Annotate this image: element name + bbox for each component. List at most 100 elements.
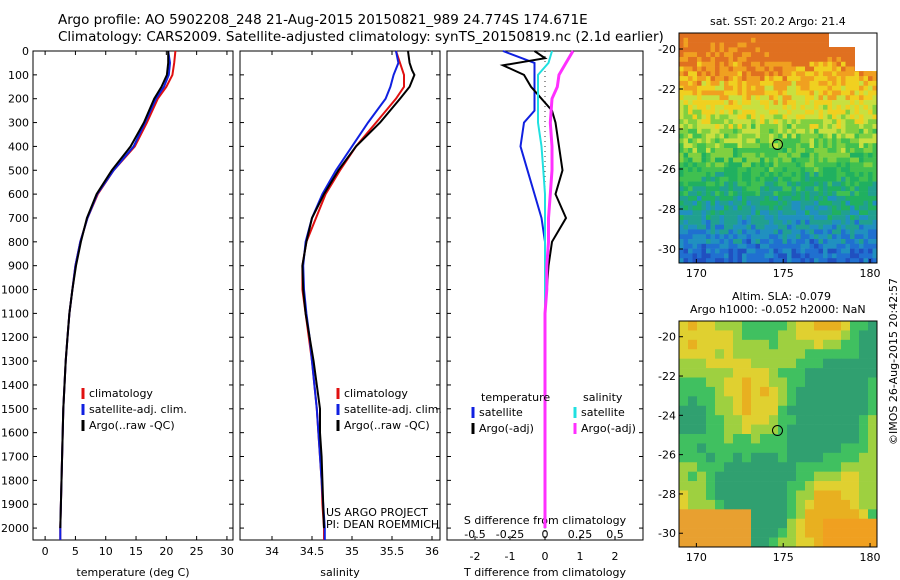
x-tick-label: 0 (42, 545, 49, 558)
sla-map-title2: Argo h1000: -0.052 h2000: NaN (690, 303, 866, 316)
legend-label: Argo(..raw -QC) (89, 419, 175, 432)
map-y-tick-label: -24 (658, 123, 676, 136)
top-x-tick-label: -0.25 (496, 528, 524, 541)
y-tick-label: 0 (22, 45, 29, 58)
map-x-tick-label: 170 (686, 267, 707, 280)
x-tick-label: 35.5 (380, 545, 405, 558)
y-tick-label: 700 (8, 212, 29, 225)
x-tick-label: 5 (72, 545, 79, 558)
map-frame (678, 32, 878, 264)
y-tick-label: 800 (8, 236, 29, 249)
y-tick-label: 300 (8, 117, 29, 130)
y-tick-label: 1100 (1, 307, 29, 320)
x-tick-label: 36 (425, 545, 439, 558)
y-tick-label: 1700 (1, 451, 29, 464)
legend-label: satellite-adj. clim. (89, 403, 187, 416)
series-line-satelliteadjclim (59, 50, 172, 540)
map-y-tick-label: -26 (658, 449, 676, 462)
plot-frame-1 (239, 50, 441, 541)
map-y-tick-label: -26 (658, 163, 676, 176)
legend-label: Argo(-adj) (581, 422, 636, 435)
map-y-tick-label: -28 (658, 203, 676, 216)
y-tick-label: 1200 (1, 331, 29, 344)
x-tick-label: 15 (129, 545, 143, 558)
series-line-climatology (301, 50, 405, 540)
x-axis-label: temperature (deg C) (76, 566, 189, 579)
map-y-tick-label: -22 (658, 83, 676, 96)
legend-label: climatology (89, 387, 153, 400)
float-position-marker (771, 138, 783, 150)
y-tick-label: 1300 (1, 355, 29, 368)
map-x-tick-label: 180 (860, 551, 881, 564)
series-line-argorawqc (59, 51, 170, 529)
sst-map (678, 32, 878, 264)
header-line2: Climatology: CARS2009. Satellite-adjuste… (58, 29, 664, 45)
y-tick-label: 1500 (1, 403, 29, 416)
map-x-tick-label: 170 (686, 551, 707, 564)
map-y-tick-label: -30 (658, 527, 676, 540)
series-line-argoadj (543, 50, 575, 529)
map-frame (678, 320, 878, 548)
map-y-tick-label: -30 (658, 243, 676, 256)
legend-label: satellite (581, 406, 625, 419)
legend-label: satellite (479, 406, 523, 419)
x-tick-label: 25 (190, 545, 204, 558)
top-x-tick-label: 0 (542, 528, 549, 541)
legend-label: Argo(..raw -QC) (344, 419, 430, 432)
series-line-satelliteadjclim (302, 50, 400, 540)
series-line-argorawqc (301, 50, 416, 529)
x-tick-label: -1 (505, 550, 516, 563)
plot-frame-0 (32, 50, 234, 541)
y-tick-label: 1800 (1, 474, 29, 487)
series-line-satellite (537, 50, 553, 529)
y-tick-label: 900 (8, 260, 29, 273)
legend-label: Argo(-adj) (479, 422, 534, 435)
top-x-tick-label: 0.5 (606, 528, 624, 541)
legend-title-salinity: salinity (583, 391, 623, 404)
x-tick-label: 10 (99, 545, 113, 558)
x-tick-label: 35 (345, 545, 359, 558)
sla-map-title1: Altim. SLA: -0.079 (732, 290, 832, 303)
x-axis-label: T difference from climatology (463, 566, 626, 579)
x-tick-label: 34.5 (300, 545, 325, 558)
map-x-tick-label: 175 (773, 551, 794, 564)
top-x-tick-label: 0.25 (568, 528, 593, 541)
y-tick-label: 2000 (1, 522, 29, 535)
legend-label: climatology (344, 387, 408, 400)
map-y-tick-label: -20 (658, 331, 676, 344)
project-line2: PI: DEAN ROEMMICH (326, 518, 440, 531)
x-tick-label: 1 (577, 550, 584, 563)
map-y-tick-label: -28 (658, 488, 676, 501)
project-line1: US ARGO PROJECT (326, 506, 428, 519)
y-tick-label: 1900 (1, 498, 29, 511)
y-tick-label: 500 (8, 164, 29, 177)
x-tick-label: 2 (612, 550, 619, 563)
map-x-tick-label: 175 (773, 267, 794, 280)
land-mask (855, 33, 877, 71)
x-tick-label: -2 (470, 550, 481, 563)
x-tick-label: 0 (542, 550, 549, 563)
map-y-tick-label: -24 (658, 409, 676, 422)
series-line-argoadj (499, 50, 568, 529)
top-x-tick-label: -0.5 (464, 528, 485, 541)
map-y-tick-label: -20 (658, 43, 676, 56)
map-x-tick-label: 180 (860, 267, 881, 280)
x-tick-label: 20 (159, 545, 173, 558)
map-y-tick-label: -22 (658, 370, 676, 383)
header-line1: Argo profile: AO 5902208_248 21-Aug-2015… (58, 12, 588, 28)
sla-map (678, 320, 878, 548)
y-tick-label: 1600 (1, 427, 29, 440)
y-tick-label: 1400 (1, 379, 29, 392)
x-tick-label: 30 (220, 545, 234, 558)
series-line-climatology (59, 50, 177, 540)
y-tick-label: 600 (8, 188, 29, 201)
legend-title-temperature: temperature (481, 391, 550, 404)
float-position-marker (771, 425, 783, 437)
legend-label: satellite-adj. clim. (344, 403, 442, 416)
sst-map-title: sat. SST: 20.2 Argo: 21.4 (710, 15, 846, 28)
y-tick-label: 200 (8, 93, 29, 106)
series-line-satellite (502, 50, 546, 529)
x-axis-label: salinity (320, 566, 360, 579)
x-tick-label: 34 (265, 545, 279, 558)
